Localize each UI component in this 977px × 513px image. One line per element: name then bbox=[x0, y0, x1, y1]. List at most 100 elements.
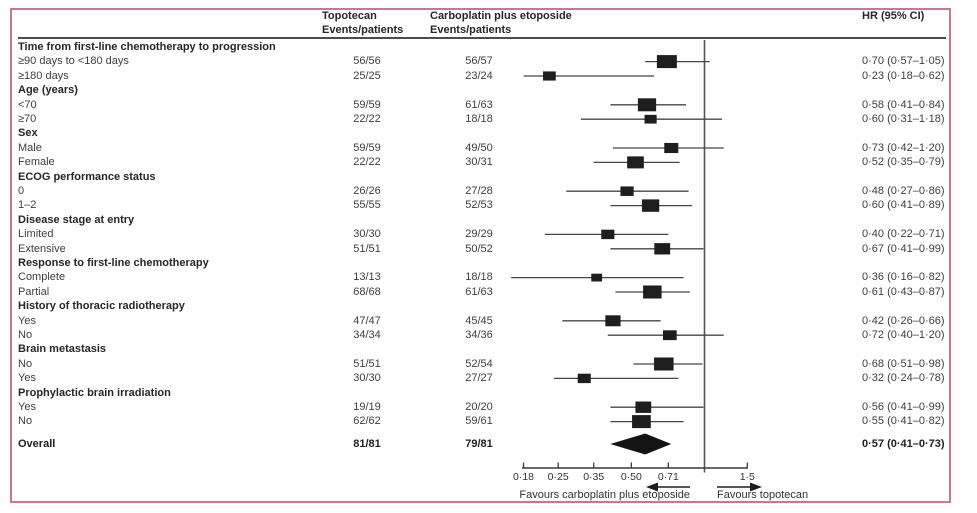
carboplatin-events-cell: 20/20 bbox=[465, 401, 493, 413]
hr-point-square bbox=[656, 55, 677, 69]
carboplatin-events-cell: 61/63 bbox=[465, 285, 493, 298]
axis-tick-label: 0·35 bbox=[583, 471, 605, 483]
carboplatin-events-cell: 29/29 bbox=[465, 228, 493, 241]
carboplatin-header-line1: Carboplatin plus etoposide bbox=[430, 10, 572, 22]
hr-ci-cell: 0·32 (0·24–0·78) bbox=[862, 372, 945, 385]
subgroup-data-row: Yes 30/30 27/27 0·32 (0·24–0·78) bbox=[0, 371, 977, 385]
carboplatin-events-cell: 34/36 bbox=[465, 329, 493, 341]
subgroup-data-row: Complete 13/13 18/18 0·36 (0·16–0·82) bbox=[0, 270, 977, 284]
hr-point-square bbox=[637, 98, 657, 112]
hr-ci-cell: 0·58 (0·41–0·84) bbox=[862, 98, 945, 111]
axis-tick-label: 0·18 bbox=[513, 471, 535, 483]
row-label: No bbox=[18, 357, 33, 370]
overall-diamond bbox=[610, 433, 672, 455]
column-header-carboplatin: Carboplatin plus etoposide Events/patien… bbox=[430, 10, 572, 37]
favours-right-arrowhead bbox=[750, 482, 762, 492]
hr-point-square bbox=[591, 273, 603, 282]
topotecan-events-cell: 51/51 bbox=[353, 357, 381, 370]
hr-point-square bbox=[654, 357, 674, 371]
hr-ci-cell: 0·36 (0·16–0·82) bbox=[862, 271, 945, 284]
row-label: Yes bbox=[18, 401, 36, 413]
axis-tick-label: 0·25 bbox=[547, 471, 569, 483]
row-label: Prophylactic brain irradiation bbox=[18, 386, 171, 399]
topotecan-events-cell: 26/26 bbox=[353, 185, 381, 197]
subgroup-data-row: 0 26/26 27/28 0·48 (0·27–0·86) bbox=[0, 184, 977, 198]
carboplatin-events-cell: 61/63 bbox=[465, 98, 493, 111]
row-label: Age (years) bbox=[18, 84, 78, 97]
hr-ci-cell: 0·56 (0·41–0·99) bbox=[862, 401, 945, 413]
row-label: Female bbox=[18, 156, 55, 169]
topotecan-events-cell: 81/81 bbox=[353, 437, 381, 450]
topotecan-events-cell: 47/47 bbox=[353, 314, 381, 327]
hr-point-square bbox=[663, 330, 677, 341]
topotecan-events-cell: 22/22 bbox=[353, 156, 381, 169]
topotecan-header-line2: Events/patients bbox=[322, 23, 404, 36]
hr-ci-cell: 0·60 (0·31–1·18) bbox=[862, 113, 945, 125]
hr-point-square bbox=[632, 415, 651, 429]
subgroup-section-row: Prophylactic brain irradiation bbox=[0, 386, 977, 400]
subgroup-section-row: Sex bbox=[0, 126, 977, 140]
axis-tick-label: 1·5 bbox=[739, 471, 755, 483]
row-label: Partial bbox=[18, 285, 50, 298]
carboplatin-events-cell: 45/45 bbox=[465, 314, 493, 327]
topotecan-events-cell: 59/59 bbox=[353, 98, 381, 111]
row-label: ≥90 days to <180 days bbox=[18, 55, 129, 68]
carboplatin-events-cell: 27/27 bbox=[465, 372, 493, 385]
subgroup-section-row: Age (years) bbox=[0, 83, 977, 97]
hr-ci-cell: 0·52 (0·35–0·79) bbox=[862, 156, 945, 169]
carboplatin-events-cell: 27/28 bbox=[465, 185, 493, 197]
hr-ci-cell: 0·40 (0·22–0·71) bbox=[862, 228, 945, 241]
row-label: Sex bbox=[18, 127, 38, 140]
topotecan-events-cell: 34/34 bbox=[353, 329, 381, 341]
row-label: Limited bbox=[18, 228, 54, 241]
row-label: ECOG performance status bbox=[18, 170, 156, 183]
row-label: Yes bbox=[18, 314, 36, 327]
hr-ci-cell: 0·72 (0·40–1·20) bbox=[862, 329, 945, 341]
hr-point-square bbox=[644, 114, 657, 124]
row-label: No bbox=[18, 415, 33, 428]
subgroup-data-row: No 34/34 34/36 0·72 (0·40–1·20) bbox=[0, 328, 977, 342]
carboplatin-events-cell: 30/31 bbox=[465, 156, 493, 169]
hr-ci-cell: 0·42 (0·26–0·66) bbox=[862, 314, 945, 327]
hr-ci-cell: 0·23 (0·18–0·62) bbox=[862, 69, 945, 82]
row-label: Disease stage at entry bbox=[18, 213, 135, 226]
hr-point-square bbox=[654, 243, 671, 255]
topotecan-events-cell: 56/56 bbox=[353, 55, 381, 68]
subgroup-data-row: <70 59/59 61/63 0·58 (0·41–0·84) bbox=[0, 98, 977, 112]
favours-left-label: Favours carboplatin plus etoposide bbox=[519, 489, 690, 501]
subgroup-section-row: Time from first-line chemotherapy to pro… bbox=[0, 40, 977, 54]
row-label: ≥70 bbox=[18, 113, 37, 125]
favours-right-label: Favours topotecan bbox=[717, 489, 809, 501]
subgroup-data-row: ≥70 22/22 18/18 0·60 (0·31–1·18) bbox=[0, 112, 977, 126]
topotecan-events-cell: 30/30 bbox=[353, 228, 381, 241]
row-label: Extensive bbox=[18, 242, 66, 255]
hr-ci-cell: 0·48 (0·27–0·86) bbox=[862, 185, 945, 197]
topotecan-events-cell: 68/68 bbox=[353, 285, 381, 298]
topotecan-events-cell: 62/62 bbox=[353, 415, 381, 428]
figure-border bbox=[10, 8, 951, 503]
row-label: Brain metastasis bbox=[18, 343, 107, 356]
hr-ci-cell: 0·60 (0·41–0·89) bbox=[862, 199, 945, 212]
subgroup-data-row: 1–2 55/55 52/53 0·60 (0·41–0·89) bbox=[0, 198, 977, 212]
carboplatin-events-cell: 52/53 bbox=[465, 199, 493, 212]
header-divider bbox=[18, 37, 946, 39]
carboplatin-header-line2: Events/patients bbox=[430, 23, 512, 36]
topotecan-events-cell: 30/30 bbox=[353, 372, 381, 385]
hr-point-square bbox=[635, 401, 652, 413]
subgroup-data-row: Yes 19/19 20/20 0·56 (0·41–0·99) bbox=[0, 400, 977, 414]
row-label: Time from first-line chemotherapy to pro… bbox=[18, 41, 276, 53]
overall-row: Overall 81/81 79/81 0·57 (0·41–0·73) bbox=[0, 437, 977, 451]
subgroup-section-row: Disease stage at entry bbox=[0, 213, 977, 227]
carboplatin-events-cell: 18/18 bbox=[465, 271, 493, 284]
row-label: ≥180 days bbox=[18, 69, 69, 82]
carboplatin-events-cell: 59/61 bbox=[465, 415, 493, 428]
subgroup-data-row: No 62/62 59/61 0·55 (0·41–0·82) bbox=[0, 414, 977, 428]
row-label: Response to first-line chemotherapy bbox=[18, 257, 209, 269]
subgroup-data-row: No 51/51 52/54 0·68 (0·51–0·98) bbox=[0, 357, 977, 371]
axis-tick-label: 0·50 bbox=[620, 471, 642, 483]
topotecan-events-cell: 22/22 bbox=[353, 113, 381, 125]
subgroup-section-row: Response to first-line chemotherapy bbox=[0, 256, 977, 270]
hr-ci-cell: 0·70 (0·57–1·05) bbox=[862, 55, 945, 68]
row-label: No bbox=[18, 329, 33, 341]
hr-point-square bbox=[627, 156, 644, 169]
